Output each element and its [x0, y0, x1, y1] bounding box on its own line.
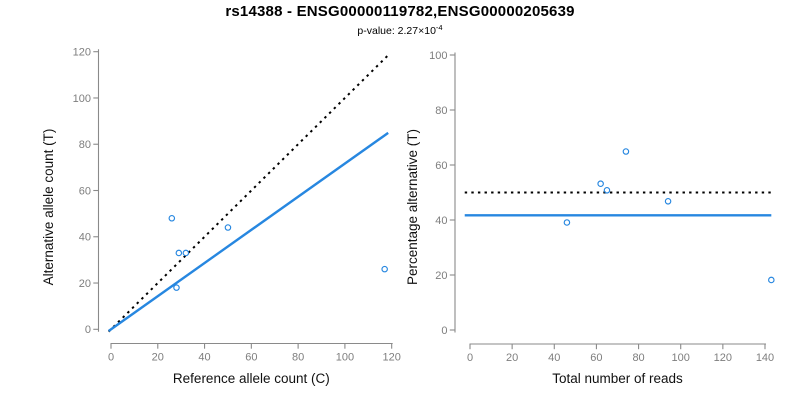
y-tick-label: 0: [441, 325, 447, 337]
y-tick-label: 100: [429, 50, 447, 62]
y-tick-label: 80: [79, 139, 91, 151]
x-tick-label: 40: [198, 352, 210, 364]
y-tick-label: 0: [85, 324, 91, 336]
data-point: [563, 219, 571, 226]
x-tick-label: 100: [336, 352, 354, 364]
y-axis-title: Alternative allele count (T): [41, 129, 56, 286]
identity-line: [107, 54, 389, 333]
y-tick-label: 100: [73, 93, 91, 105]
y-tick-label: 60: [79, 185, 91, 197]
p-value-label: p-value:: [357, 25, 395, 37]
x-axis-title: Reference allele count (C): [173, 371, 330, 386]
data-point: [597, 180, 604, 187]
x-tick-label: 120: [714, 352, 732, 364]
x-tick-label: 80: [292, 352, 304, 364]
y-tick-label: 20: [435, 270, 447, 282]
y-tick-label: 80: [435, 105, 447, 117]
data-point: [768, 276, 775, 284]
y-tick-label: 40: [79, 232, 91, 244]
x-tick-label: 40: [548, 352, 560, 364]
regression-line: [107, 131, 389, 332]
data-point: [173, 284, 180, 291]
y-tick-label: 40: [435, 215, 447, 227]
y-tick-label: 120: [73, 47, 91, 59]
x-tick-label: 60: [245, 352, 257, 364]
data-point: [622, 148, 630, 155]
x-tick-label: 120: [383, 352, 401, 364]
p-value-exponent: -4: [435, 23, 443, 32]
data-point: [224, 224, 232, 231]
x-axis-title: Total number of reads: [552, 371, 683, 386]
y-axis-title: Percentage alternative (T): [405, 129, 420, 285]
p-value-base: 2.27×10: [397, 25, 436, 37]
x-tick-label: 20: [506, 352, 518, 364]
data-point: [168, 214, 176, 222]
data-point: [381, 265, 388, 273]
data-point: [182, 249, 190, 257]
x-tick-label: 60: [590, 352, 602, 364]
figure-title: rs14388 - ENSG00000119782,ENSG0000020563…: [225, 3, 575, 20]
figure-subtitle: p-value: 2.27×10-4: [0, 23, 800, 37]
data-point: [175, 249, 183, 257]
y-tick-label: 20: [79, 278, 91, 290]
reads-vs-percentage: 0 20 40 60 80 100 120 140 0 20 40 60 80 100 Total numb…: [405, 50, 775, 386]
data-point: [664, 198, 672, 205]
x-tick-label: 80: [632, 352, 644, 364]
x-tick-label: 140: [756, 352, 774, 364]
data-point: [603, 187, 611, 194]
ref-vs-alt-allele-count: 0 20 40 60 80 100 120 0 20 40 60 80 100 120 Reference …: [41, 47, 401, 386]
x-tick-label: 0: [467, 352, 473, 364]
x-tick-label: 20: [152, 352, 164, 364]
x-tick-label: 0: [108, 352, 114, 364]
x-tick-label: 100: [672, 352, 690, 364]
y-tick-label: 60: [435, 160, 447, 172]
